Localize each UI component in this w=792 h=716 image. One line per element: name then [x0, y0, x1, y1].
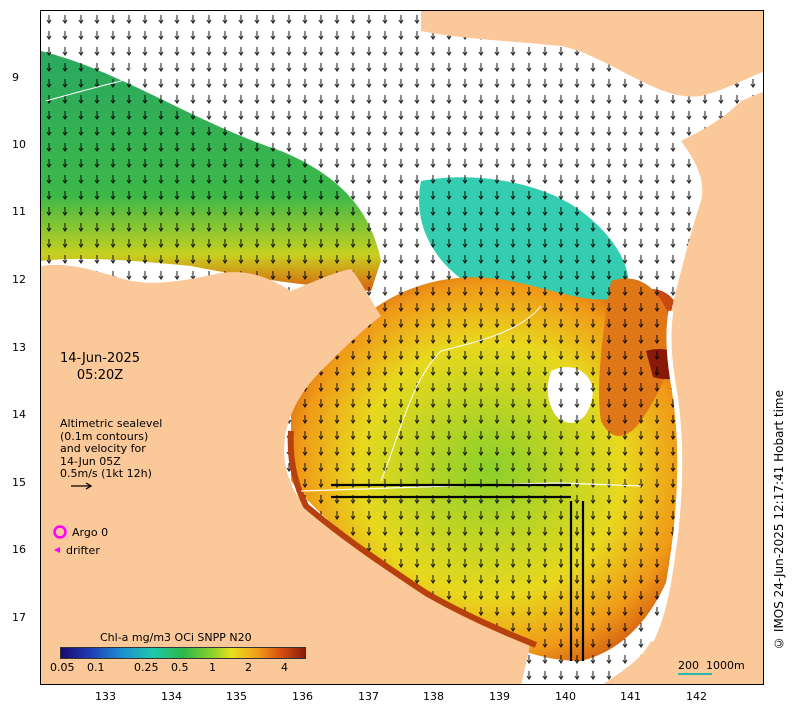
colorbar-tick-1: 1 — [209, 661, 216, 674]
colorbar-title: Chl-a mg/m3 OCi SNPP N20 — [100, 631, 252, 644]
sealevel-contour-2 — [380, 305, 542, 482]
date-line: 14-Jun-2025 — [60, 351, 141, 366]
depth-scalebar-label: 200 1000m — [678, 659, 745, 672]
map-canvas[interactable] — [41, 11, 764, 685]
colorbar-tick-0.1: 0.1 — [87, 661, 105, 674]
legend-line-2: (0.1m contours) — [60, 429, 149, 443]
strong-current-arrows — [331, 483, 585, 661]
land-northern-territory — [41, 264, 531, 684]
gulf-coast-rim — [287, 430, 538, 648]
velocity-scale-arrow-icon — [71, 481, 93, 490]
map-frame — [40, 10, 764, 685]
lat-tick-14: 14 — [12, 408, 26, 421]
lat-tick-13: 13 — [12, 341, 26, 354]
lat-tick-16: 16 — [12, 543, 26, 556]
legend-line-1: Altimetric sealevel — [60, 417, 163, 430]
lon-tick-141: 141 — [620, 690, 641, 703]
lat-tick-10: 10 — [12, 138, 26, 151]
drifter-label: drifter — [66, 544, 100, 557]
colorbar-tick-4: 4 — [281, 661, 288, 674]
land-cape-york — [603, 91, 763, 684]
velocity-legend: Altimetric sealevel (0.1m contours) and … — [60, 417, 163, 494]
lon-tick-137: 137 — [358, 690, 379, 703]
lon-tick-136: 136 — [292, 690, 313, 703]
cape-york-coast-rim — [648, 310, 683, 643]
colorbar-tick-0.25: 0.25 — [134, 661, 159, 674]
lon-tick-133: 133 — [95, 690, 116, 703]
legend-line-4: 14-Jun 05Z — [60, 454, 121, 468]
lon-tick-138: 138 — [423, 690, 444, 703]
imos-credit: © IMOS 24-Jun-2025 12:17:41 Hobart time — [772, 390, 786, 650]
map-timestamp: 14-Jun-2025 05:20Z — [60, 350, 140, 384]
legend-line-5: 0.5m/s (1kt 12h) — [60, 467, 152, 480]
colorbar-tick-0.5: 0.5 — [171, 661, 189, 674]
lat-tick-15: 15 — [12, 476, 26, 489]
lon-tick-135: 135 — [226, 690, 247, 703]
drifter-marker-icon — [54, 547, 60, 553]
depth-scalebar — [678, 673, 712, 675]
lon-tick-134: 134 — [161, 690, 182, 703]
argo-circle-icon — [53, 525, 67, 539]
colorbar-tick-0.05: 0.05 — [50, 661, 75, 674]
lon-tick-142: 142 — [686, 690, 707, 703]
sealevel-contour — [300, 482, 642, 492]
lat-tick-11: 11 — [12, 205, 26, 218]
colorbar-tick-2: 2 — [245, 661, 252, 674]
lat-tick-12: 12 — [12, 273, 26, 286]
argo-label: Argo 0 — [72, 526, 109, 539]
time-line: 05:20Z — [76, 368, 124, 383]
land-new-guinea — [421, 11, 763, 97]
sealevel-contour-3 — [45, 50, 134, 102]
lon-tick-139: 139 — [489, 690, 510, 703]
colorbar — [60, 647, 306, 659]
lat-tick-17: 17 — [12, 611, 26, 624]
legend-line-3: and velocity for — [60, 442, 146, 455]
lat-tick-9: 9 — [12, 71, 19, 84]
lon-tick-140: 140 — [555, 690, 576, 703]
